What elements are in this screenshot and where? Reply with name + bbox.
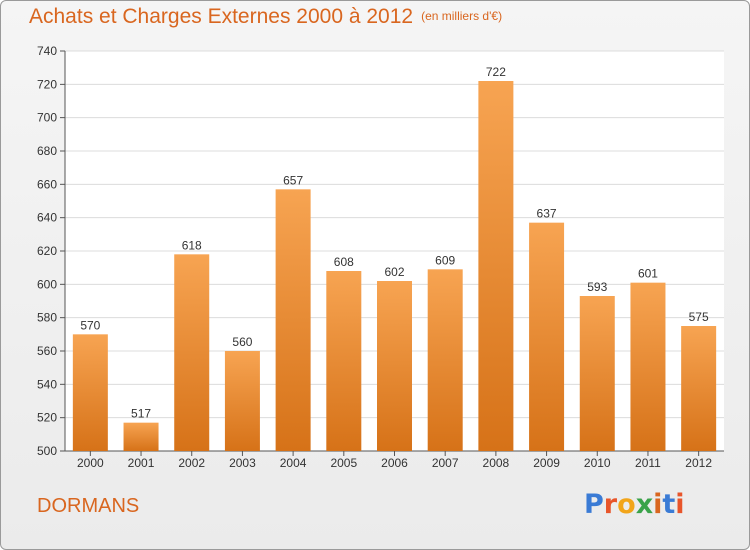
x-tick-label: 2003: [229, 456, 256, 470]
proxiti-logo: Proxiti: [584, 489, 685, 520]
logo-letter: o: [617, 489, 636, 520]
y-tick-label: 660: [37, 177, 57, 191]
y-tick-label: 740: [37, 44, 57, 58]
chart-frame: Achats et Charges Externes 2000 à 2012 (e…: [0, 0, 750, 550]
x-tick-label: 2002: [178, 456, 205, 470]
y-tick-label: 640: [37, 211, 57, 225]
x-tick-label: 2011: [635, 456, 661, 470]
y-tick-label: 680: [37, 144, 57, 158]
bar: [529, 223, 564, 451]
bar-value-label: 609: [435, 253, 455, 267]
bar: [580, 296, 615, 451]
logo-letter: t: [662, 489, 675, 520]
y-tick-label: 620: [37, 244, 57, 258]
y-tick-label: 720: [37, 77, 57, 91]
y-tick-label: 600: [37, 277, 57, 291]
bar: [174, 254, 209, 451]
y-tick-label: 520: [37, 411, 57, 425]
y-tick-label: 540: [37, 377, 57, 391]
y-tick-label: 700: [37, 111, 57, 125]
bar: [276, 189, 311, 451]
bar: [124, 423, 159, 451]
bar-value-label: 657: [283, 173, 303, 187]
bar-chart: 500 520 540 560 580 600 620 640 660 680 700 720 740 5…: [1, 1, 749, 549]
bar-value-label: 722: [486, 65, 506, 79]
x-tick-label: 2008: [483, 456, 510, 470]
bar-value-label: 601: [638, 267, 658, 281]
bar-value-label: 608: [334, 255, 354, 269]
bar: [681, 326, 716, 451]
x-tick-label: 2007: [432, 456, 459, 470]
y-tick-label: 580: [37, 311, 57, 325]
y-tick-label: 500: [37, 444, 57, 458]
bar: [73, 334, 108, 451]
bar-value-label: 575: [689, 310, 709, 324]
bar: [326, 271, 361, 451]
logo-letter: i: [653, 489, 662, 520]
x-tick-label: 2009: [533, 456, 560, 470]
logo-letter: r: [604, 489, 617, 520]
x-tick-label: 2012: [685, 456, 712, 470]
bar-value-label: 570: [80, 318, 100, 332]
bar-value-label: 517: [131, 407, 151, 421]
logo-letter: i: [675, 489, 684, 520]
bar-value-label: 560: [232, 335, 252, 349]
bar-value-label: 637: [537, 207, 557, 221]
bar: [225, 351, 260, 451]
logo-letter: x: [636, 489, 653, 520]
bar: [377, 281, 412, 451]
x-tick-label: 2006: [381, 456, 408, 470]
bar-value-label: 593: [587, 280, 607, 294]
x-tick-label: 2004: [280, 456, 307, 470]
y-tick-label: 560: [37, 344, 57, 358]
bar-value-label: 602: [384, 265, 404, 279]
bar: [428, 269, 463, 451]
x-tick-label: 2001: [128, 456, 155, 470]
bar-value-label: 618: [182, 238, 202, 252]
bar: [478, 81, 513, 451]
bar: [630, 283, 665, 451]
x-tick-label: 2005: [330, 456, 357, 470]
logo-letter: P: [584, 489, 604, 520]
x-tick-label: 2000: [77, 456, 104, 470]
x-tick-label: 2010: [584, 456, 611, 470]
commune-name: DORMANS: [37, 495, 139, 518]
